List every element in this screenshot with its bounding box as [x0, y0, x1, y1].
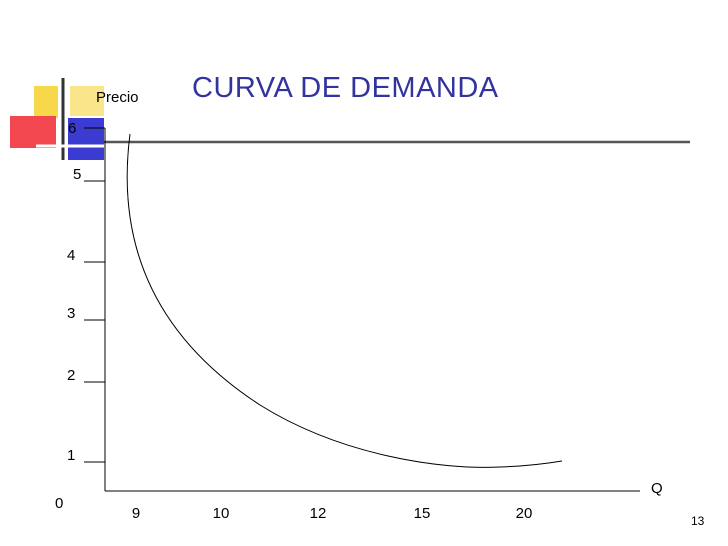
y-tick-label-1: 1 [67, 447, 75, 464]
y-tick-label-4: 4 [67, 247, 75, 264]
y-tick-label-2: 2 [67, 367, 75, 384]
deco-yellow-square [34, 86, 58, 118]
x-tick-label-20: 20 [516, 505, 533, 522]
deco-blue-square [68, 118, 104, 160]
x-tick-label-12: 12 [310, 505, 327, 522]
x-tick-label-15: 15 [414, 505, 431, 522]
chart-title: CURVA DE DEMANDA [192, 72, 499, 104]
page-number: 13 [691, 514, 705, 528]
slide-decoration [10, 78, 104, 160]
y-tick-label-6: 6 [68, 120, 76, 137]
x-tick-label-10: 10 [213, 505, 230, 522]
x-axis-label: Q [651, 480, 663, 497]
y-tick-label-5: 5 [73, 166, 81, 183]
origin-label: 0 [55, 495, 63, 512]
deco-light-yellow-square [70, 86, 104, 116]
y-axis-label: Precio [96, 89, 139, 106]
deco-red-square [10, 116, 56, 148]
y-tick-label-3: 3 [67, 305, 75, 322]
demand-curve [126, 133, 563, 468]
x-tick-label-9: 9 [132, 505, 140, 522]
